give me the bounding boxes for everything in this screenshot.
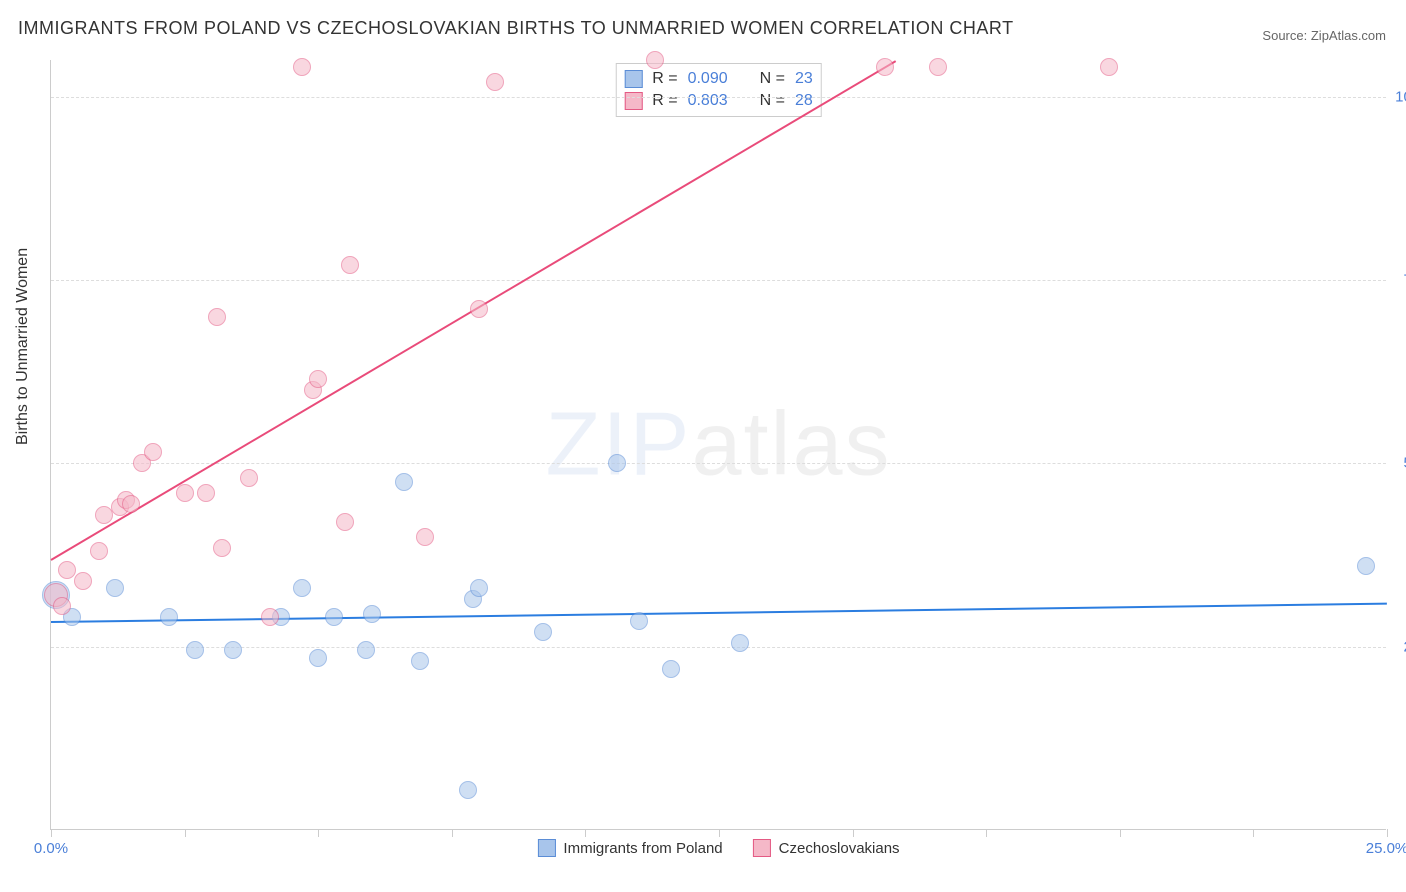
x-tick	[585, 829, 586, 837]
n-value: 23	[795, 70, 813, 88]
data-point-czech	[90, 542, 108, 560]
data-point-poland	[1357, 557, 1375, 575]
y-tick-label: 25.0%	[1391, 638, 1406, 655]
data-point-poland	[186, 641, 204, 659]
data-point-czech	[261, 608, 279, 626]
data-point-czech	[213, 539, 231, 557]
chart-title: IMMIGRANTS FROM POLAND VS CZECHOSLOVAKIA…	[18, 18, 1014, 39]
data-point-poland	[662, 660, 680, 678]
data-point-poland	[459, 781, 477, 799]
x-tick	[853, 829, 854, 837]
legend-stats-box: R = 0.090 N = 23 R = 0.803 N = 28	[615, 63, 822, 117]
data-point-czech	[208, 308, 226, 326]
legend-label: Czechoslovakians	[779, 840, 900, 857]
swatch-czech	[624, 92, 642, 110]
watermark: ZIPatlas	[545, 393, 891, 496]
x-tick	[452, 829, 453, 837]
watermark-bold: ZIP	[545, 394, 691, 494]
data-point-czech	[293, 58, 311, 76]
r-value: 0.090	[688, 70, 728, 88]
x-tick-label: 25.0%	[1366, 840, 1406, 857]
r-label: R =	[652, 70, 677, 88]
x-tick	[986, 829, 987, 837]
data-point-czech	[646, 51, 664, 69]
y-axis-label: Births to Unmarried Women	[14, 248, 32, 445]
data-point-czech	[122, 495, 140, 513]
data-point-czech	[74, 572, 92, 590]
data-point-czech	[341, 256, 359, 274]
x-tick-label: 0.0%	[34, 840, 68, 857]
data-point-poland	[363, 605, 381, 623]
data-point-czech	[240, 469, 258, 487]
data-point-czech	[176, 484, 194, 502]
data-point-czech	[336, 513, 354, 531]
gridline	[51, 280, 1386, 281]
data-point-czech	[53, 597, 71, 615]
y-tick-label: 50.0%	[1391, 455, 1406, 472]
legend-label: Immigrants from Poland	[563, 840, 722, 857]
y-tick-label: 100.0%	[1391, 88, 1406, 105]
stats-row-poland: R = 0.090 N = 23	[624, 68, 813, 90]
x-tick	[185, 829, 186, 837]
x-tick	[1253, 829, 1254, 837]
stats-row-czech: R = 0.803 N = 28	[624, 90, 813, 112]
x-tick	[51, 829, 52, 837]
data-point-poland	[731, 634, 749, 652]
data-point-poland	[160, 608, 178, 626]
data-point-czech	[309, 370, 327, 388]
source-value: ZipAtlas.com	[1311, 28, 1386, 43]
data-point-poland	[411, 652, 429, 670]
r-value: 0.803	[688, 92, 728, 110]
n-label: N =	[760, 70, 785, 88]
source-label: Source:	[1262, 28, 1307, 43]
r-label: R =	[652, 92, 677, 110]
data-point-poland	[293, 579, 311, 597]
data-point-czech	[197, 484, 215, 502]
data-point-poland	[357, 641, 375, 659]
x-tick	[318, 829, 319, 837]
y-tick-label: 75.0%	[1391, 272, 1406, 289]
data-point-poland	[325, 608, 343, 626]
swatch-poland	[624, 70, 642, 88]
n-label: N =	[760, 92, 785, 110]
data-point-poland	[309, 649, 327, 667]
x-tick	[1387, 829, 1388, 837]
legend-swatch-poland	[537, 839, 555, 857]
data-point-poland	[534, 623, 552, 641]
data-point-czech	[1100, 58, 1118, 76]
data-point-poland	[630, 612, 648, 630]
trendline-poland	[51, 603, 1387, 623]
data-point-poland	[608, 454, 626, 472]
x-tick	[719, 829, 720, 837]
legend-item-czech: Czechoslovakians	[753, 839, 900, 857]
data-point-poland	[224, 641, 242, 659]
data-point-poland	[106, 579, 124, 597]
data-point-poland	[470, 579, 488, 597]
gridline	[51, 647, 1386, 648]
data-point-czech	[876, 58, 894, 76]
legend-item-poland: Immigrants from Poland	[537, 839, 722, 857]
bottom-legend: Immigrants from Poland Czechoslovakians	[537, 839, 899, 857]
legend-swatch-czech	[753, 839, 771, 857]
n-value: 28	[795, 92, 813, 110]
x-tick	[1120, 829, 1121, 837]
watermark-rest: atlas	[691, 394, 891, 494]
data-point-czech	[470, 300, 488, 318]
data-point-czech	[416, 528, 434, 546]
data-point-czech	[58, 561, 76, 579]
source-attribution: Source: ZipAtlas.com	[1262, 28, 1386, 43]
data-point-czech	[486, 73, 504, 91]
plot-area: ZIPatlas R =0.090N =23R =0.803N =28 Immi…	[50, 60, 1386, 830]
gridline	[51, 97, 1386, 98]
data-point-czech	[929, 58, 947, 76]
gridline	[51, 463, 1386, 464]
data-point-poland	[395, 473, 413, 491]
data-point-czech	[144, 443, 162, 461]
